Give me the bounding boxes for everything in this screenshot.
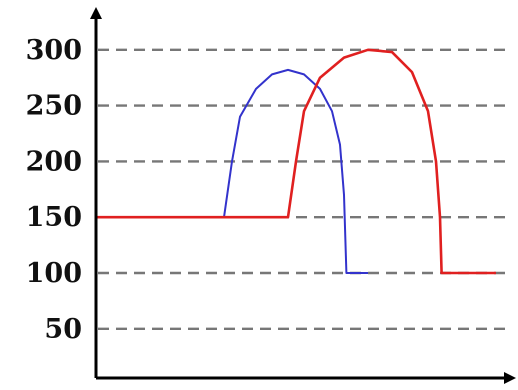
x-axis-arrow	[504, 372, 516, 384]
series-line-2	[200, 68, 368, 274]
gridlines	[98, 48, 508, 330]
axes	[90, 7, 516, 384]
y-tick-label-250: 250	[26, 91, 82, 122]
y-tick-label-200: 200	[26, 146, 82, 177]
y-tick-label-300: 300	[26, 35, 82, 66]
y-tick-label-150: 150	[26, 202, 82, 233]
y-tick-label-50: 50	[44, 314, 82, 345]
series-lines	[96, 48, 496, 275]
y-tick-label-100: 100	[26, 258, 82, 289]
series-line-1	[96, 48, 496, 275]
y-tick-labels: 50 100 150 200 250 300	[26, 35, 82, 345]
y-axis-arrow	[90, 7, 102, 19]
